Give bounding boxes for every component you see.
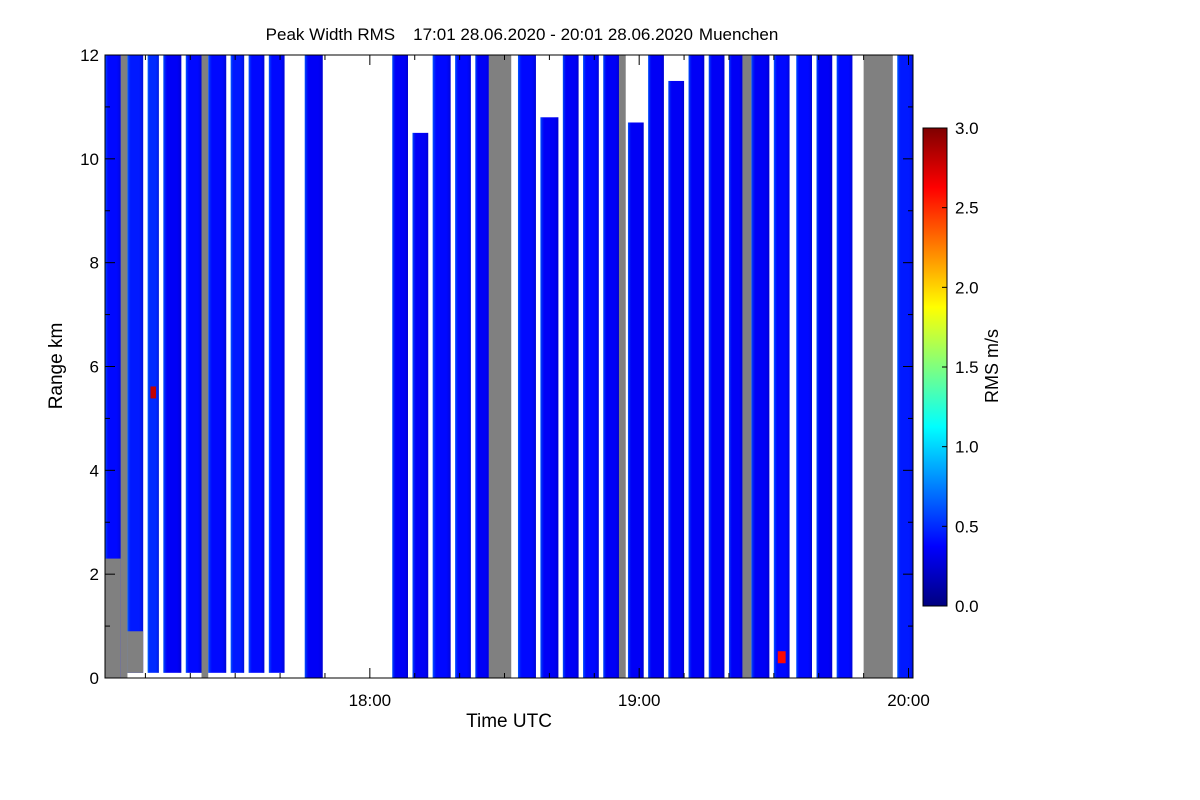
scan-segment-shade — [127, 55, 144, 673]
scan-segment-shade — [392, 55, 408, 678]
no-data-region — [488, 55, 512, 678]
scan-segment-shade — [304, 55, 323, 678]
no-data-region — [863, 55, 893, 678]
scan-segment-shade — [185, 55, 202, 673]
scan-segment-shade — [268, 55, 285, 673]
y-tick-label: 10 — [80, 150, 99, 169]
scan-segment-shade — [562, 55, 579, 678]
scan-segment-shade — [836, 55, 853, 678]
scan-segment-shade — [796, 55, 812, 678]
scan-segment-shade — [751, 55, 770, 678]
x-axis: 18:00 19:00 20:00 — [144, 55, 930, 710]
scan-segment-no-data — [127, 631, 144, 673]
y-tick-label: 12 — [80, 46, 99, 65]
scan-segment-shade — [475, 55, 489, 678]
chart-title: Peak Width RMS 17:01 28.06.2020 - 20:01 2… — [266, 25, 779, 44]
y-axis-label: Range km — [46, 323, 67, 410]
colorbar: 0.0 0.5 1.0 1.5 2.0 2.5 3.0 RMS m/s — [922, 119, 1002, 616]
scan-segment-shade — [230, 55, 245, 673]
no-data-region — [120, 55, 128, 678]
scan-segment-shade — [147, 55, 159, 673]
colorbar-label: RMS m/s — [982, 329, 1002, 403]
scan-segment-shade — [412, 132, 429, 678]
scan-segment-shade — [688, 55, 705, 678]
colorbar-tick-label: 1.0 — [955, 438, 979, 457]
y-tick-label: 0 — [90, 669, 99, 688]
colorbar-tick-label: 0.0 — [955, 597, 979, 616]
y-tick-label: 6 — [90, 358, 99, 377]
x-tick-label: 20:00 — [887, 691, 930, 710]
x-tick-label: 18:00 — [349, 691, 392, 710]
scan-segment-shade — [627, 122, 644, 678]
scan-segment-shade — [728, 55, 743, 678]
scan-segment-shade — [583, 55, 599, 678]
x-tick-label: 19:00 — [618, 691, 661, 710]
scan-segment-shade — [248, 55, 265, 673]
colorbar-tick-label: 0.5 — [955, 517, 979, 536]
y-tick-label: 4 — [90, 461, 99, 480]
rms-peak — [777, 651, 786, 664]
scan-segment-shade — [517, 55, 536, 678]
y-tick-label: 2 — [90, 565, 99, 584]
scan-segment-shade — [432, 55, 451, 678]
plot-area — [104, 54, 914, 679]
y-tick-label: 8 — [90, 254, 99, 273]
scan-segment-shade — [648, 55, 664, 678]
scan-segment-no-data — [105, 558, 121, 678]
y-axis: 0 2 4 6 8 10 12 — [80, 46, 913, 688]
x-axis-label: Time UTC — [466, 711, 552, 732]
scan-segment-shade — [603, 55, 619, 678]
colorbar-tick-label: 2.5 — [955, 199, 979, 218]
colorbar-tick-label: 3.0 — [955, 119, 979, 138]
scan-segment-shade — [163, 55, 182, 673]
no-data-region — [742, 55, 752, 678]
no-data-region — [618, 55, 626, 678]
scan-segment-shade — [816, 55, 833, 678]
colorbar-tick-label: 2.0 — [955, 278, 979, 297]
scan-segment-shade — [708, 55, 725, 678]
colorbar-tick-label: 1.5 — [955, 358, 979, 377]
scan-segment-shade — [540, 117, 559, 679]
scan-segment-shade — [208, 55, 227, 673]
scan-segment-shade — [668, 80, 685, 679]
scan-segment-shade — [455, 55, 471, 678]
no-data-region — [201, 55, 209, 678]
rms-peak — [150, 386, 157, 399]
scan-segment-shade — [773, 55, 790, 678]
